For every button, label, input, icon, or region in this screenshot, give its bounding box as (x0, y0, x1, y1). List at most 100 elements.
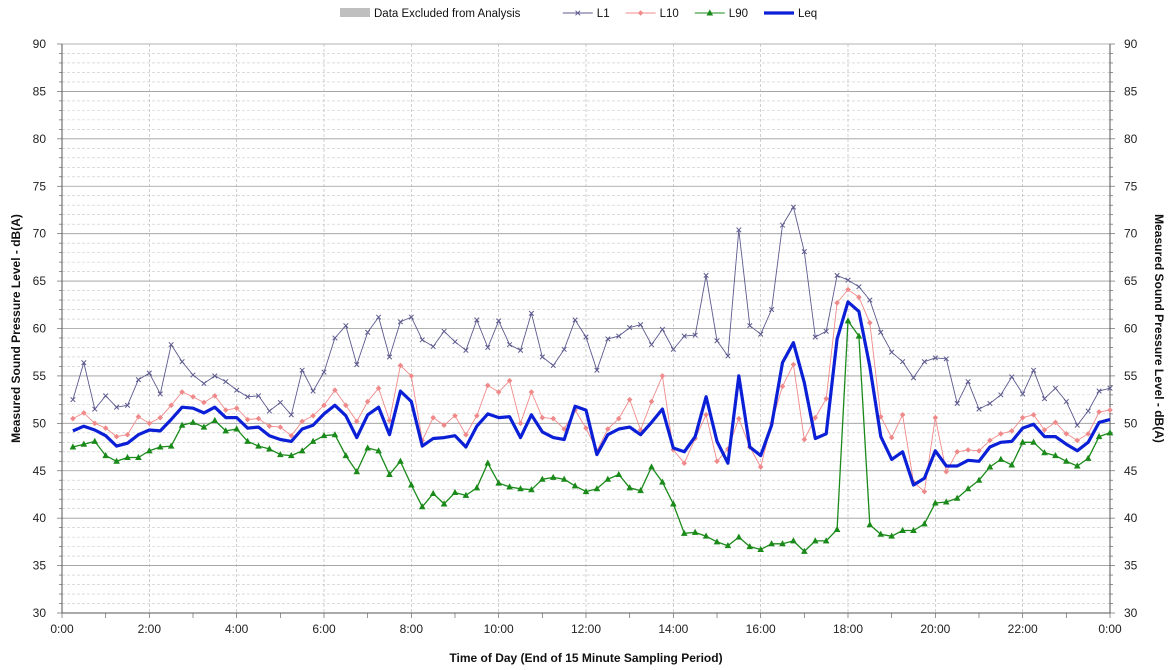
data-point-marker (899, 411, 906, 418)
data-point-marker (706, 9, 714, 16)
marker-stroke (419, 337, 425, 343)
data-point-marker (615, 470, 623, 478)
data-point-marker (822, 537, 830, 544)
data-point-marker (474, 412, 480, 419)
data-point-marker (157, 414, 164, 421)
data-point-marker (429, 489, 437, 497)
data-point-marker (364, 444, 371, 451)
data-point-marker (397, 457, 404, 464)
data-point-marker (560, 475, 568, 482)
data-point-marker (102, 451, 109, 459)
series-l1 (70, 204, 1113, 428)
data-point-marker (692, 332, 698, 338)
x-tick-label: 20:00 (920, 622, 950, 636)
marker-stroke (779, 222, 786, 228)
data-point-marker (113, 457, 120, 464)
data-point-marker (222, 407, 229, 413)
data-point-marker (942, 498, 950, 505)
data-point-marker (691, 528, 699, 535)
data-point-marker (856, 294, 862, 301)
marker-stroke (496, 318, 502, 324)
data-point-marker (1030, 411, 1037, 418)
data-point-marker (1030, 367, 1037, 373)
data-point-marker (135, 377, 142, 383)
data-point-marker (954, 400, 960, 407)
data-point-marker (539, 354, 545, 360)
data-point-marker (1030, 438, 1037, 445)
data-point-marker (703, 411, 709, 418)
marker-stroke (234, 387, 240, 393)
data-point-marker (255, 415, 262, 422)
data-point-marker (615, 415, 622, 422)
data-point-marker (189, 418, 197, 425)
data-point-marker (571, 482, 579, 489)
data-point-marker (484, 382, 491, 389)
marker-stroke (223, 378, 229, 385)
data-point-marker (801, 436, 808, 443)
data-point-marker (604, 475, 612, 482)
data-point-marker (735, 533, 743, 540)
marker-stroke (168, 341, 174, 348)
marker-stroke (550, 362, 556, 369)
data-point-marker (277, 399, 283, 406)
marker-stroke (441, 328, 447, 334)
data-point-marker (212, 373, 218, 379)
marker-stroke (575, 10, 581, 16)
marker-stroke (561, 346, 567, 353)
y-tick-label-right: 75 (1124, 179, 1138, 193)
data-point-marker (81, 359, 87, 366)
marker-stroke (277, 399, 283, 406)
data-point-marker (550, 415, 557, 422)
data-point-marker (1085, 430, 1091, 437)
y-tick-label-left: 65 (33, 274, 47, 288)
data-point-marker (878, 329, 884, 335)
data-point-marker (342, 451, 350, 459)
data-point-marker (856, 284, 862, 290)
data-point-marker (823, 328, 829, 334)
data-point-marker (201, 399, 207, 406)
data-point-marker (725, 353, 731, 359)
data-point-marker (550, 362, 556, 369)
data-point-marker (976, 406, 982, 412)
data-point-marker (343, 323, 349, 329)
data-point-marker (1107, 407, 1113, 413)
marker-stroke (965, 378, 971, 385)
data-point-marker (954, 448, 960, 455)
data-point-marker (747, 323, 753, 329)
data-point-marker (648, 398, 655, 405)
marker-stroke (823, 328, 829, 334)
marker-stroke (932, 355, 938, 361)
marker-stroke (714, 338, 720, 344)
data-point-marker (70, 396, 76, 403)
marker-stroke (943, 356, 949, 362)
data-point-marker (190, 372, 196, 378)
marker-stroke (856, 284, 862, 290)
data-point-marker (877, 413, 884, 420)
data-point-marker (790, 204, 797, 210)
data-point-marker (943, 356, 949, 362)
marker-stroke (157, 391, 163, 397)
y-tick-label-right: 65 (1124, 274, 1138, 288)
x-tick-label: 0:00 (1098, 622, 1122, 636)
data-point-marker (681, 460, 688, 466)
data-point-marker (549, 473, 557, 480)
data-point-marker (539, 414, 546, 421)
data-point-marker (867, 297, 873, 303)
y-tick-label-right: 55 (1124, 369, 1138, 383)
data-point-marker (1008, 461, 1016, 468)
marker-stroke (1107, 385, 1113, 391)
data-point-marker (233, 405, 240, 411)
data-point-marker (506, 483, 513, 490)
data-point-marker (714, 458, 720, 465)
x-tick-label: 12:00 (571, 622, 601, 636)
data-point-marker (146, 420, 153, 427)
x-tick-label: 14:00 (658, 622, 688, 636)
marker-stroke (801, 249, 807, 255)
gridlines (61, 43, 1111, 614)
data-point-marker (779, 540, 786, 547)
data-point-marker (768, 540, 775, 547)
data-point-marker (899, 526, 906, 533)
marker-stroke (572, 317, 578, 323)
data-point-marker (910, 375, 917, 381)
data-point-marker (844, 317, 852, 324)
